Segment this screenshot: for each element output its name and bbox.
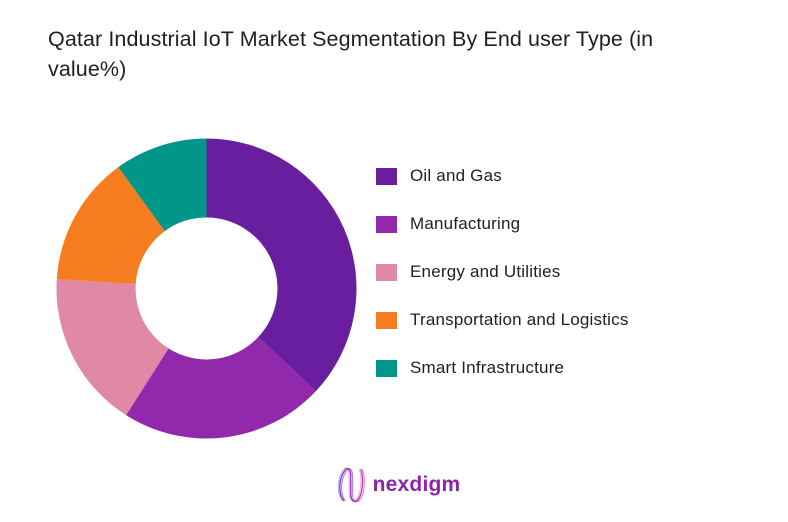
legend-swatch [376,359,397,377]
donut-segment-transportation-and-logistics [56,167,165,285]
donut-segment-smart-infrastructure [118,138,207,232]
donut-segment-manufacturing [126,337,316,439]
legend-item-energy-and-utilities: Energy and Utilities [376,261,629,283]
donut-segment-oil-and-gas [206,138,357,392]
legend-swatch [376,263,397,281]
legend-swatch [376,215,397,233]
donut-svg [56,138,357,439]
brand-wordmark: nexdigm [372,473,461,496]
legend-swatch [376,167,397,185]
legend-label: Manufacturing [410,214,521,233]
legend-label: Energy and Utilities [410,262,561,281]
donut-segment-energy-and-utilities [56,279,169,416]
legend-item-transportation-and-logistics: Transportation and Logistics [376,309,629,331]
legend-item-oil-and-gas: Oil and Gas [376,165,629,187]
chart-title: Qatar Industrial IoT Market Segmentation… [48,24,760,84]
chart-title-line1: Qatar Industrial IoT Market Segmentation… [48,27,654,51]
donut-chart [55,137,358,440]
legend-item-smart-infrastructure: Smart Infrastructure [376,357,629,379]
legend-item-manufacturing: Manufacturing [376,213,629,235]
legend-label: Oil and Gas [410,166,502,185]
legend: Oil and Gas Manufacturing Energy and Utili… [376,165,629,405]
nexdigm-logo-icon [337,467,365,503]
legend-swatch [376,311,397,329]
legend-label: Transportation and Logistics [410,310,629,329]
chart-title-line2: value%) [48,57,127,81]
brand-footer: nexdigm [0,466,788,504]
legend-label: Smart Infrastructure [410,358,565,377]
